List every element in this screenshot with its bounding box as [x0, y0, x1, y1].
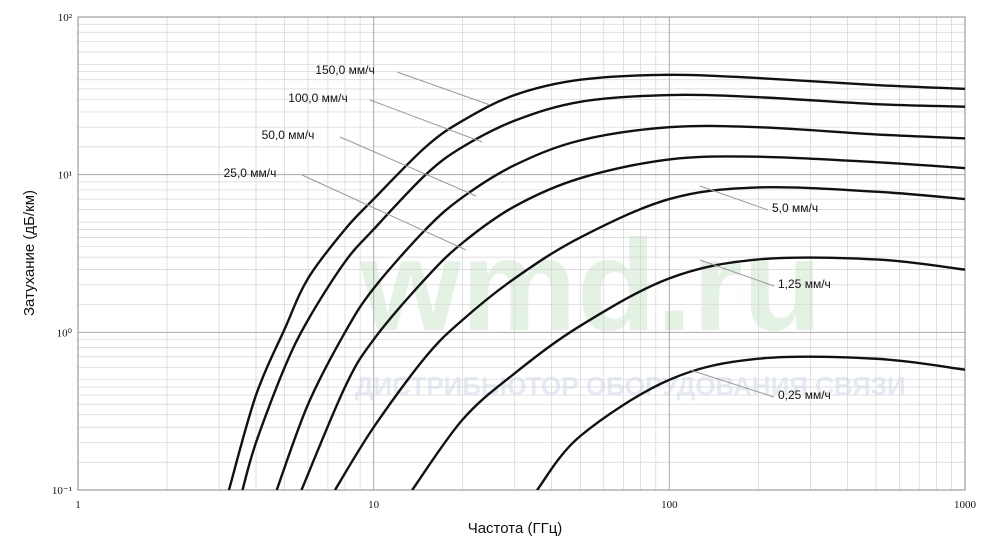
label-leader	[396, 71, 491, 106]
legend-label: 1,25 мм/ч	[778, 277, 831, 291]
x-tick-label: 1	[75, 499, 81, 511]
label-leader	[301, 174, 467, 251]
plot-frame	[77, 16, 966, 491]
watermark-tagline: ДИСТРИБЬЮТОР ОБОРУДОВАНИЯ СВЯЗИ	[355, 371, 906, 401]
y-tick-label: 10¹	[58, 170, 72, 182]
legend-label: 5,0 мм/ч	[772, 201, 818, 215]
y-tick-label: 10⁻¹	[52, 485, 72, 497]
rain-curve	[333, 185, 965, 490]
label-leader	[369, 99, 483, 143]
rain-curve	[300, 155, 965, 490]
legend-label: 0,25 мм/ч	[778, 388, 831, 402]
rain-curve	[411, 256, 965, 490]
legend-label: 100,0 мм/ч	[288, 91, 347, 105]
label-leader	[699, 259, 775, 287]
label-leader	[699, 185, 769, 211]
y-tick-label: 10⁰	[57, 327, 73, 339]
lines	[227, 73, 965, 490]
rain-curve	[241, 93, 965, 490]
legend-label: 50,0 мм/ч	[262, 128, 315, 142]
rain-curve	[275, 124, 965, 490]
y-axis-label: Затухание (дБ/км)	[21, 190, 38, 316]
legend-label: 150,0 мм/ч	[315, 63, 374, 77]
rain-curve	[227, 73, 965, 490]
rain-curve	[536, 355, 965, 490]
x-tick-label: 1000	[954, 499, 977, 511]
x-tick-label: 10	[368, 499, 380, 511]
x-tick-label: 100	[661, 499, 678, 511]
watermark: wmd.ru ДИСТРИБЬЮТОР ОБОРУДОВАНИЯ СВЯЗИ	[355, 212, 906, 401]
y-tick-label: 10²	[58, 12, 73, 24]
label-leader	[339, 136, 477, 197]
label-leader	[689, 369, 775, 398]
x-axis-label: Частота (ГГц)	[468, 520, 563, 537]
legend-label: 25,0 мм/ч	[224, 166, 277, 180]
